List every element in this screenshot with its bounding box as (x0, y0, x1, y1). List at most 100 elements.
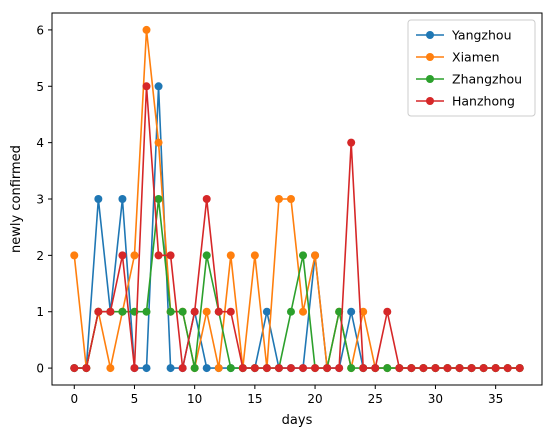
data-point-xiamen (359, 307, 368, 316)
data-point-hanzhong (82, 364, 91, 373)
data-point-yangzhou (166, 364, 175, 373)
x-tick-label: 15 (247, 392, 262, 406)
data-point-yangzhou (94, 195, 103, 203)
data-point-xiamen (142, 25, 151, 34)
x-axis-label: days (282, 413, 313, 428)
legend-label-xiamen: Xiamen (452, 50, 500, 65)
x-axis: 0 5 10 15 20 25 30 35 (70, 385, 503, 406)
data-point-hanzhong (154, 251, 163, 260)
data-point-hanzhong (238, 364, 247, 373)
data-point-hanzhong (299, 364, 308, 373)
x-tick-label: 20 (307, 392, 322, 406)
data-point-hanzhong (479, 364, 488, 373)
data-point-xiamen (70, 251, 79, 260)
legend-label-yangzhou: Yangzhou (451, 28, 512, 43)
data-point-xiamen (202, 307, 211, 316)
data-point-xiamen (250, 251, 259, 260)
data-point-hanzhong (190, 307, 199, 316)
y-tick-label: 1 (36, 305, 44, 319)
data-point-hanzhong (214, 307, 223, 316)
data-point-hanzhong (262, 364, 271, 373)
data-point-hanzhong (274, 364, 283, 373)
data-point-hanzhong (515, 364, 524, 373)
x-tick-label: 5 (131, 392, 139, 406)
data-point-hanzhong (166, 251, 175, 260)
data-point-hanzhong (226, 307, 235, 316)
x-tick-label: 25 (368, 392, 383, 406)
data-point-zhangzhou (190, 364, 199, 373)
data-point-hanzhong (503, 364, 512, 373)
y-tick-label: 5 (36, 80, 44, 94)
legend-marker-yangzhou (426, 31, 434, 39)
data-point-hanzhong (250, 364, 259, 373)
data-point-yangzhou (347, 307, 356, 316)
data-point-zhangzhou (142, 307, 151, 316)
data-point-xiamen (311, 251, 320, 260)
x-tick-label: 0 (70, 392, 78, 406)
y-tick-label: 6 (36, 23, 44, 37)
data-point-hanzhong (455, 364, 464, 373)
data-point-xiamen (106, 364, 115, 373)
x-tick-label: 10 (187, 392, 202, 406)
data-point-xiamen (214, 364, 223, 373)
data-point-xiamen (299, 307, 308, 316)
data-point-hanzhong (491, 364, 500, 373)
data-point-zhangzhou (226, 364, 235, 373)
data-point-zhangzhou (347, 364, 356, 373)
data-point-hanzhong (467, 364, 476, 373)
y-tick-label: 3 (36, 193, 44, 207)
data-point-hanzhong (347, 138, 356, 147)
data-point-yangzhou (262, 307, 271, 316)
data-point-zhangzhou (202, 251, 211, 260)
data-point-yangzhou (142, 364, 151, 373)
legend-label-hanzhong: Hanzhong (452, 94, 515, 109)
data-point-zhangzhou (178, 307, 187, 316)
data-point-xiamen (274, 195, 283, 203)
y-axis-label: newly confirmed (9, 145, 24, 253)
data-point-yangzhou (154, 82, 163, 91)
data-point-hanzhong (431, 364, 440, 373)
data-point-hanzhong (383, 307, 392, 316)
y-tick-label: 2 (36, 249, 44, 263)
legend-marker-zhangzhou (426, 75, 434, 83)
data-point-hanzhong (286, 364, 295, 373)
data-point-zhangzhou (335, 307, 344, 316)
data-point-hanzhong (371, 364, 380, 373)
data-point-zhangzhou (154, 195, 163, 203)
data-point-hanzhong (94, 307, 103, 316)
x-tick-label: 30 (428, 392, 443, 406)
data-point-xiamen (130, 251, 139, 260)
data-point-hanzhong (130, 364, 139, 373)
data-point-yangzhou (202, 364, 211, 373)
data-point-hanzhong (419, 364, 428, 373)
data-point-xiamen (154, 138, 163, 147)
legend-marker-hanzhong (426, 97, 434, 105)
legend: Yangzhou Xiamen Zhangzhou Hanzhong (407, 19, 536, 117)
data-point-hanzhong (323, 364, 332, 373)
data-point-hanzhong (202, 195, 211, 203)
data-point-zhangzhou (299, 251, 308, 260)
data-point-hanzhong (443, 364, 452, 373)
data-point-hanzhong (311, 364, 320, 373)
data-point-xiamen (286, 195, 295, 203)
data-point-hanzhong (106, 307, 115, 316)
legend-box (407, 19, 536, 117)
data-point-hanzhong (359, 364, 368, 373)
data-point-zhangzhou (166, 307, 175, 316)
legend-marker-xiamen (426, 53, 434, 61)
legend-label-zhangzhou: Zhangzhou (452, 72, 522, 87)
y-tick-label: 4 (36, 136, 44, 150)
data-point-hanzhong (118, 251, 127, 260)
data-point-hanzhong (70, 364, 79, 373)
data-point-zhangzhou (383, 364, 392, 373)
data-point-yangzhou (118, 195, 127, 203)
x-tick-label: 35 (488, 392, 503, 406)
y-tick-label: 0 (36, 362, 44, 376)
data-point-zhangzhou (286, 307, 295, 316)
data-point-hanzhong (395, 364, 404, 373)
data-point-hanzhong (178, 364, 187, 373)
data-point-zhangzhou (118, 307, 127, 316)
data-point-hanzhong (142, 82, 151, 91)
series-layer (70, 25, 524, 373)
